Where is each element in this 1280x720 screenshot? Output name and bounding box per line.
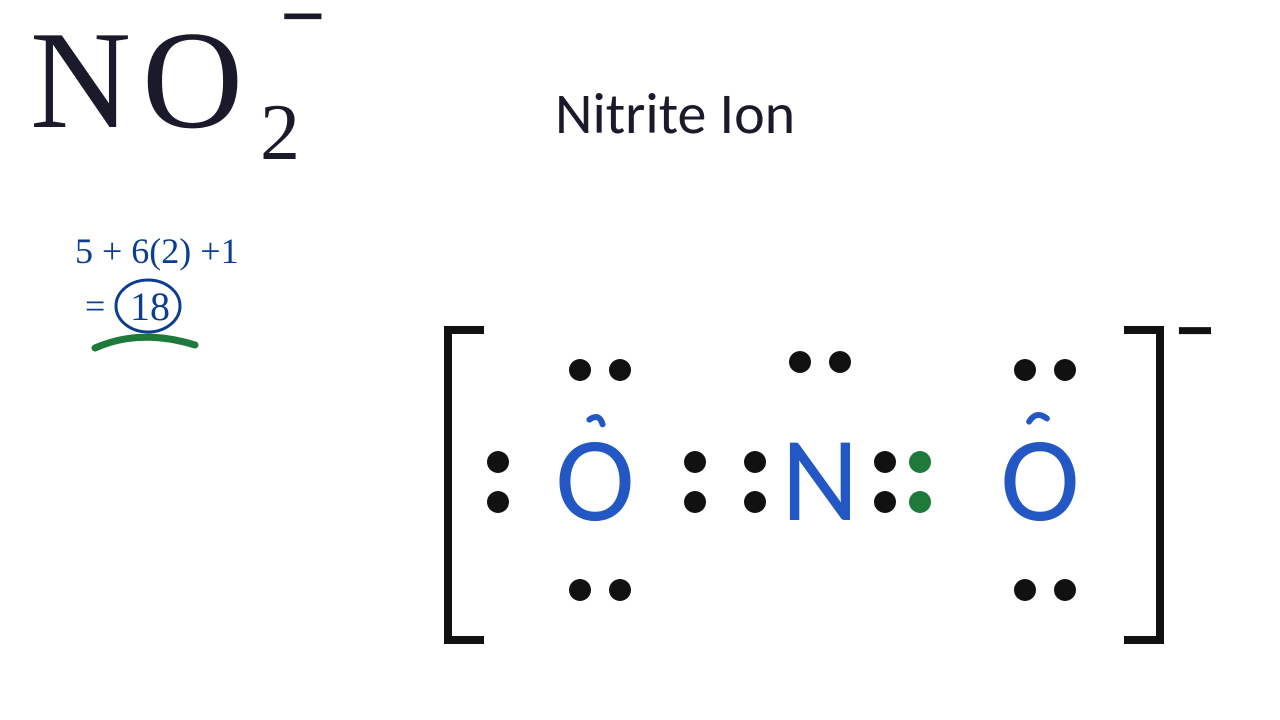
electron-dot bbox=[829, 351, 851, 373]
electron-dot bbox=[609, 359, 631, 381]
electron-dot bbox=[874, 451, 896, 473]
formula-sub-2: 2 bbox=[260, 88, 300, 179]
electron-count-expression: 5 + 6(2) +1 bbox=[75, 230, 239, 272]
electron-dot bbox=[744, 491, 766, 513]
electron-dot bbox=[1014, 579, 1036, 601]
electron-dot bbox=[789, 351, 811, 373]
lewis-atom-N-center: N bbox=[781, 407, 858, 553]
formula-charge-minus: − bbox=[280, 0, 326, 63]
lewis-bracket-charge: − bbox=[1176, 293, 1213, 367]
electron-dot bbox=[1014, 359, 1036, 381]
electron-dot bbox=[1054, 359, 1076, 381]
result-underline bbox=[95, 337, 195, 348]
electron-dot bbox=[609, 579, 631, 601]
electron-dot bbox=[569, 359, 591, 381]
compound-name-title: Nitrite Ion bbox=[555, 78, 795, 149]
electron-dot bbox=[569, 579, 591, 601]
formula-O: O bbox=[142, 0, 243, 161]
electron-dot bbox=[909, 451, 931, 473]
electron-count-result: 18 bbox=[130, 283, 170, 330]
electron-dot bbox=[684, 491, 706, 513]
formula-N: N bbox=[30, 0, 131, 161]
lewis-bracket-right bbox=[1128, 330, 1160, 640]
lewis-atom-O-right: O bbox=[1000, 407, 1079, 553]
electron-dot bbox=[487, 491, 509, 513]
lewis-atom-O-left: O bbox=[555, 407, 634, 553]
electron-dot bbox=[684, 451, 706, 473]
stage: N O 2 − Nitrite Ion 5 + 6(2) +1 = 18 O N… bbox=[0, 0, 1280, 720]
electron-dot bbox=[909, 491, 931, 513]
electron-count-equals: = bbox=[85, 285, 105, 327]
electron-dot bbox=[744, 451, 766, 473]
electron-dot bbox=[487, 451, 509, 473]
lewis-bracket-left bbox=[448, 330, 480, 640]
electron-dot bbox=[874, 491, 896, 513]
electron-dot bbox=[1054, 579, 1076, 601]
